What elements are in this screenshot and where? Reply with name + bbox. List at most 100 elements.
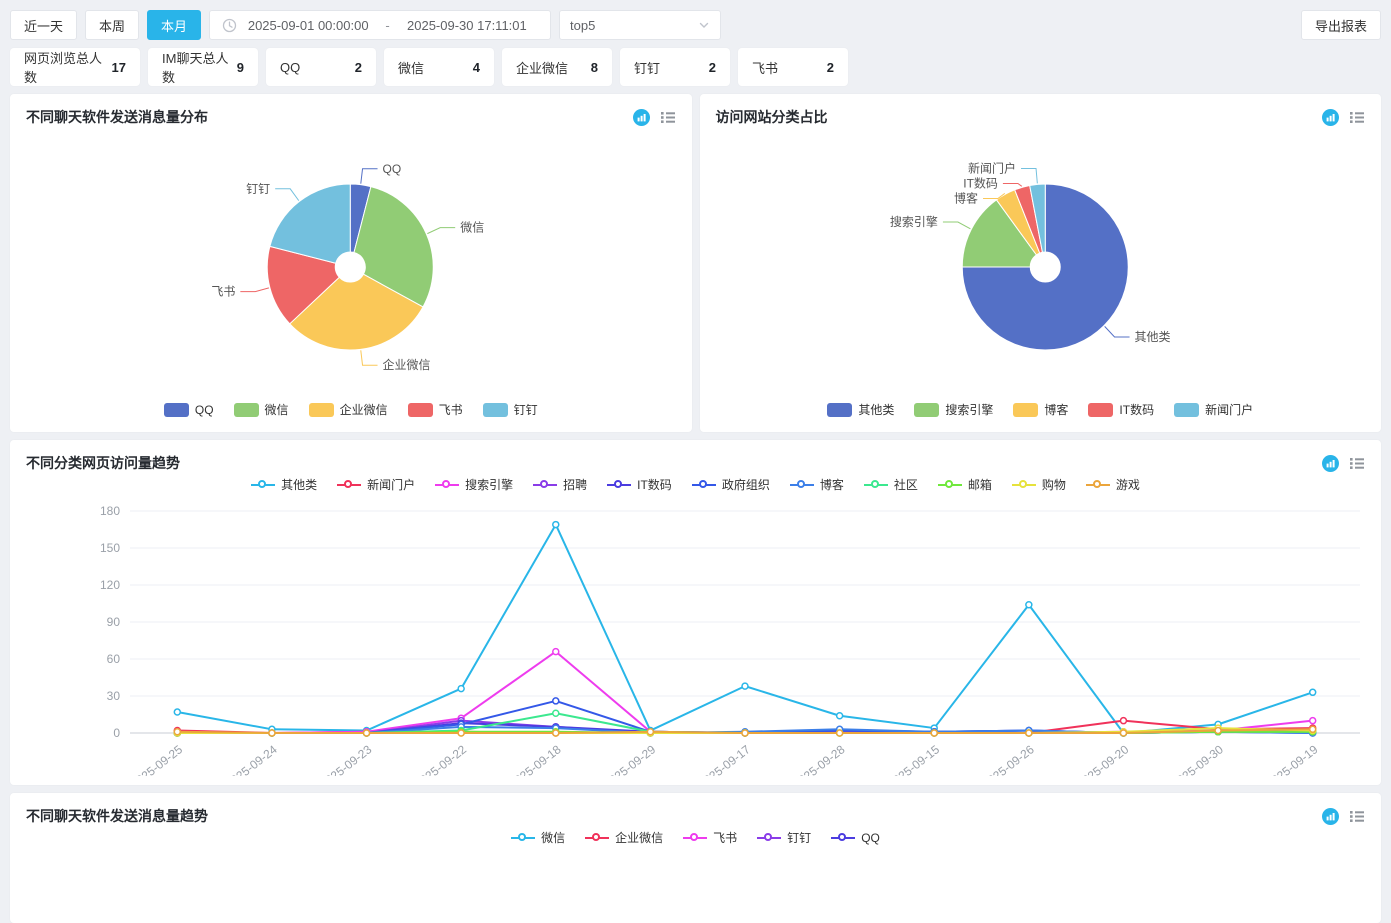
- pie-slice-搜索引擎[interactable]: [961, 199, 1037, 268]
- legend-item-企业微信[interactable]: 企业微信: [308, 401, 388, 418]
- chart-type-icon[interactable]: [1322, 108, 1339, 126]
- range-button-this-month[interactable]: 本月: [147, 10, 202, 40]
- data-point-游戏[interactable]: [835, 729, 844, 737]
- pie-label-line: [1002, 182, 1022, 187]
- topn-select[interactable]: top5: [559, 10, 722, 40]
- data-point-其他类[interactable]: [552, 520, 560, 529]
- legend-item-新闻门户[interactable]: 新闻门户: [337, 476, 415, 493]
- legend-item-其他类[interactable]: 其他类: [251, 476, 317, 493]
- pie-label: 微信: [460, 221, 484, 235]
- legend-item-企业微信[interactable]: 企业微信: [585, 829, 663, 846]
- legend-item-微信[interactable]: 微信: [233, 401, 289, 418]
- legend-item-其他类[interactable]: 其他类: [827, 401, 894, 418]
- data-point-搜索引擎[interactable]: [552, 647, 560, 656]
- legend-item-政府组织[interactable]: 政府组织: [691, 476, 770, 493]
- y-axis-tick-label: 60: [107, 652, 121, 666]
- data-point-新闻门户[interactable]: [1119, 716, 1128, 725]
- legend-item-招聘[interactable]: 招聘: [533, 476, 587, 493]
- legend-item-博客[interactable]: 博客: [789, 476, 844, 493]
- data-point-政府组织[interactable]: [552, 697, 560, 705]
- data-point-游戏[interactable]: [457, 729, 465, 737]
- chart-type-icon[interactable]: [632, 108, 650, 126]
- pie-label-line: [427, 227, 456, 235]
- pie-label: 新闻门户: [968, 160, 1016, 175]
- range-button-this-week[interactable]: 本周: [85, 10, 140, 40]
- data-point-其他类[interactable]: [457, 684, 465, 693]
- list-view-icon[interactable]: [1349, 456, 1365, 471]
- x-axis-tick-label: 2025-09-26: [980, 742, 1037, 776]
- legend-item-IT数码[interactable]: IT数码: [1088, 401, 1154, 418]
- stat-label: 飞书: [752, 60, 779, 76]
- data-point-游戏[interactable]: [930, 729, 938, 737]
- legend-label: 飞书: [438, 403, 463, 417]
- data-point-其他类[interactable]: [741, 682, 749, 690]
- legend-item-社区[interactable]: 社区: [863, 476, 918, 493]
- legend-item-飞书[interactable]: 飞书: [407, 401, 463, 418]
- pie-label-line: [982, 192, 1005, 199]
- chart-type-icon[interactable]: [1322, 807, 1339, 825]
- data-point-其他类[interactable]: [1308, 688, 1317, 697]
- range-button-last-day[interactable]: 近一天: [10, 10, 78, 40]
- legend-label: 其他类: [858, 403, 895, 417]
- data-point-其他类[interactable]: [835, 711, 844, 720]
- data-point-游戏[interactable]: [1119, 729, 1128, 737]
- line-chart-webpage-visits[interactable]: 0 30 60 90 120 150 180 2025-09-25 2025-09-24 2025…: [10, 493, 1381, 776]
- legend-label: 政府组织: [721, 478, 770, 492]
- data-point-其他类[interactable]: [173, 708, 182, 716]
- data-point-游戏[interactable]: [1308, 725, 1317, 734]
- data-point-游戏[interactable]: [362, 729, 371, 737]
- line-series-搜索引擎[interactable]: [177, 650, 1313, 734]
- date-end-value[interactable]: 2025-09-30 17:11:01: [407, 17, 527, 33]
- pie-slice-飞书[interactable]: [266, 245, 341, 325]
- date-start-value[interactable]: 2025-09-01 00:00:00: [247, 17, 369, 33]
- pie-slice-新闻门户[interactable]: [1028, 183, 1046, 253]
- legend-item-游戏[interactable]: 游戏: [1085, 476, 1140, 493]
- legend-item-IT数码[interactable]: IT数码: [607, 476, 672, 493]
- list-view-icon[interactable]: [1349, 110, 1365, 125]
- legend-item-购物[interactable]: 购物: [1011, 476, 1066, 493]
- export-report-button[interactable]: 导出报表: [1300, 10, 1381, 40]
- legend-item-搜索引擎[interactable]: 搜索引擎: [914, 401, 993, 418]
- data-point-游戏[interactable]: [741, 729, 749, 737]
- data-point-游戏[interactable]: [268, 729, 276, 737]
- pie2-legend: 其他类 搜索引擎 博客 IT数码 新闻门户: [700, 401, 1382, 418]
- list-view-icon[interactable]: [1349, 809, 1365, 824]
- data-point-其他类[interactable]: [1025, 600, 1033, 609]
- legend-marker: [607, 479, 632, 490]
- y-axis-tick-label: 150: [100, 541, 120, 555]
- pie-slice-钉钉[interactable]: [269, 183, 351, 264]
- legend-item-新闻门户[interactable]: 新闻门户: [1174, 401, 1253, 418]
- x-axis-tick-label: 2025-09-18: [507, 742, 564, 776]
- data-point-游戏[interactable]: [552, 729, 560, 737]
- stat-value: 9: [236, 59, 244, 75]
- stat-value: 8: [590, 59, 598, 75]
- pie-slice-微信[interactable]: [353, 185, 434, 308]
- legend-item-QQ[interactable]: QQ: [831, 831, 880, 845]
- data-point-游戏[interactable]: [646, 728, 655, 736]
- legend-label: 博客: [1044, 403, 1069, 417]
- legend-marker: [1174, 402, 1200, 417]
- top-toolbar: 近一天 本周 本月 2025-09-01 00:00:00 - 2025-09-…: [0, 0, 1391, 40]
- legend-item-博客[interactable]: 博客: [1013, 401, 1068, 418]
- legend-item-邮箱[interactable]: 邮箱: [937, 476, 992, 493]
- data-point-社区[interactable]: [552, 709, 560, 718]
- date-range-picker[interactable]: 2025-09-01 00:00:00 - 2025-09-30 17:11:0…: [209, 10, 552, 40]
- data-point-游戏[interactable]: [1025, 729, 1033, 737]
- data-point-游戏[interactable]: [1214, 726, 1222, 735]
- chart-type-icon[interactable]: [1322, 454, 1339, 472]
- list-view-icon[interactable]: [660, 110, 676, 125]
- legend-item-搜索引擎[interactable]: 搜索引擎: [435, 476, 513, 493]
- x-axis-tick-label: 2025-09-28: [790, 742, 847, 776]
- legend-marker: [337, 479, 362, 490]
- pie-slice-其他类[interactable]: [961, 183, 1129, 351]
- legend-item-钉钉[interactable]: 钉钉: [757, 829, 811, 846]
- line-series-其他类[interactable]: [177, 523, 1314, 734]
- data-point-搜索引擎[interactable]: [1308, 716, 1317, 725]
- legend-item-钉钉[interactable]: 钉钉: [482, 401, 538, 418]
- legend-item-飞书[interactable]: 飞书: [683, 829, 737, 846]
- data-point-游戏[interactable]: [173, 728, 182, 736]
- legend-item-微信[interactable]: 微信: [511, 829, 565, 846]
- legend-item-QQ[interactable]: QQ: [163, 402, 214, 417]
